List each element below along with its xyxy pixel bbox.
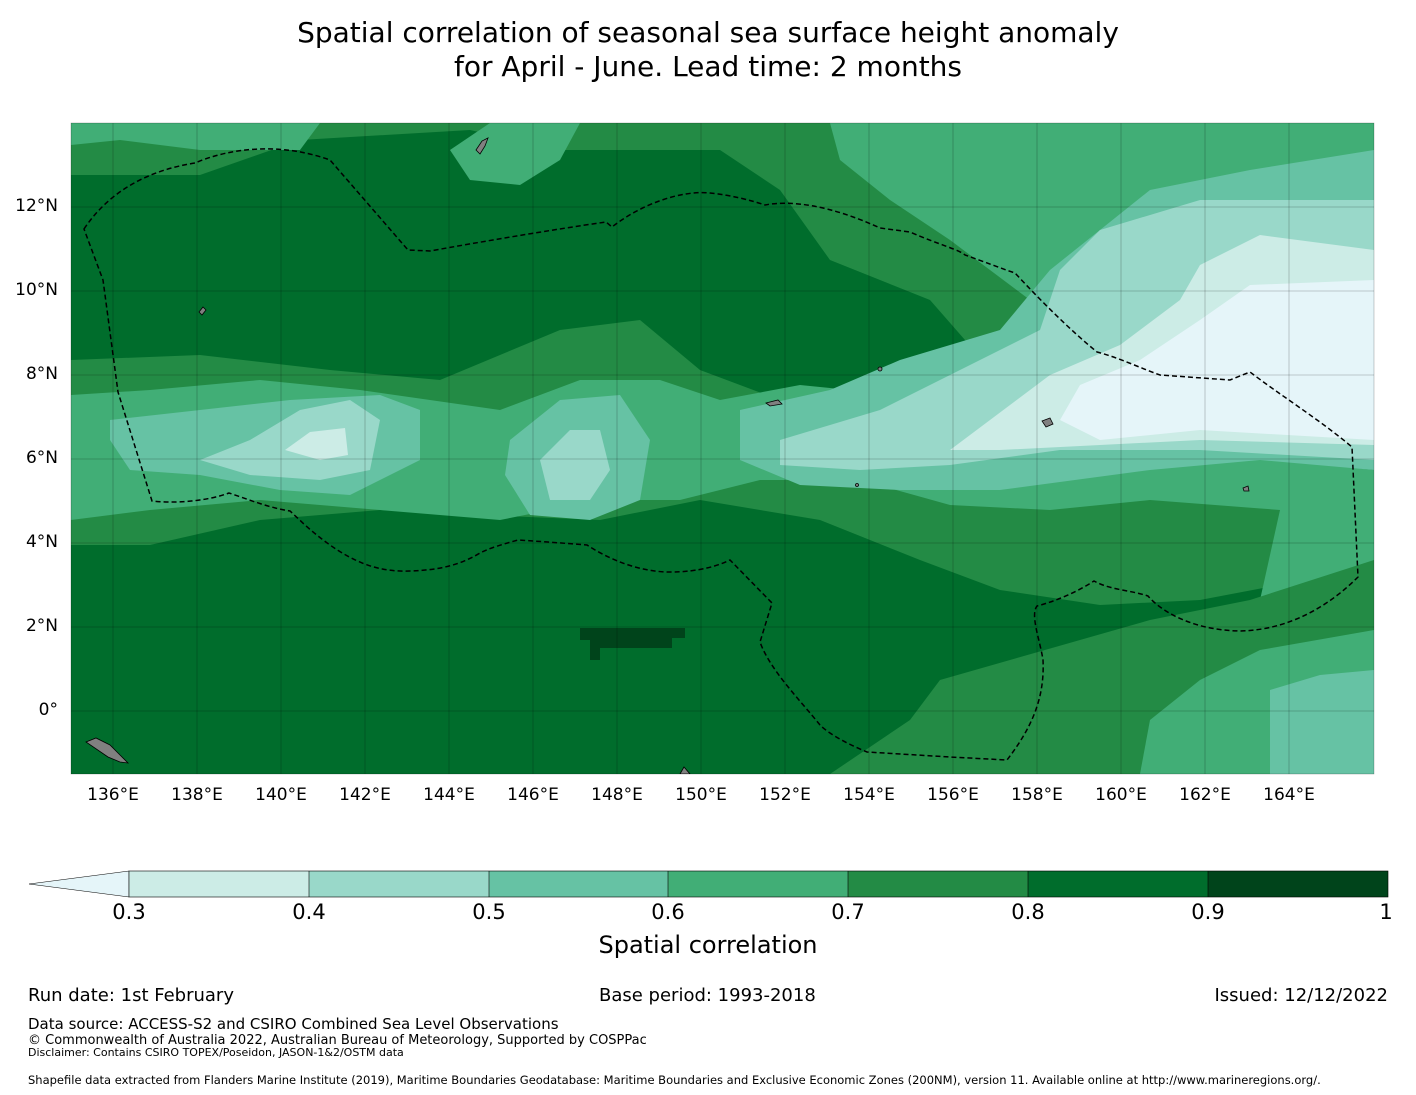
eez-boundary xyxy=(83,148,1359,761)
lon-label: 160°E xyxy=(1095,785,1147,805)
colorbar-bin-0.4 xyxy=(309,871,489,897)
lon-label: 146°E xyxy=(507,785,559,805)
lon-label: 158°E xyxy=(1011,785,1063,805)
colorbar-bin-0.9 xyxy=(1208,871,1388,897)
lon-label: 150°E xyxy=(675,785,727,805)
lon-label: 152°E xyxy=(759,785,811,805)
lat-label: 12°N xyxy=(15,196,58,216)
colorbar-tick: 0.9 xyxy=(1191,900,1225,924)
island-kosrae xyxy=(1242,485,1250,492)
colorbar-bin-0.8 xyxy=(1028,871,1208,897)
lat-label: 10°N xyxy=(15,280,58,300)
island-guam xyxy=(475,137,489,155)
lon-label: 138°E xyxy=(171,785,223,805)
colorbar-tick: 0.7 xyxy=(831,900,865,924)
lat-label: 0° xyxy=(38,700,58,720)
lon-label: 154°E xyxy=(843,785,895,805)
map-title-line-1: Spatial correlation of seasonal sea surf… xyxy=(297,16,1119,49)
field-band-04-a xyxy=(200,400,380,480)
lat-label: 2°N xyxy=(25,616,58,636)
lon-label: 142°E xyxy=(339,785,391,805)
lat-label: 8°N xyxy=(25,364,58,384)
map-title-line-2: for April - June. Lead time: 2 months xyxy=(453,50,963,83)
lon-label: 140°E xyxy=(255,785,307,805)
lon-label: 144°E xyxy=(423,785,475,805)
copyright: © Commonwealth of Australia 2022, Austra… xyxy=(28,1033,647,1048)
colorbar-tick: 1 xyxy=(1379,900,1393,924)
field-band-03-a xyxy=(285,428,348,460)
disclaimer: Disclaimer: Contains CSIRO TOPEX/Poseido… xyxy=(28,1046,404,1059)
field-band-north-mid xyxy=(71,123,320,150)
colorbar-tick: 0.3 xyxy=(112,900,146,924)
lon-label: 136°E xyxy=(87,785,139,805)
colorbar-bin-0.6 xyxy=(668,871,848,897)
island-chuuk xyxy=(765,399,783,407)
island-new-guinea-coast xyxy=(85,737,130,764)
map-field xyxy=(71,123,1374,774)
lon-label: 148°E xyxy=(591,785,643,805)
colorbar-bin-0.5 xyxy=(489,871,668,897)
island-manus xyxy=(679,766,691,774)
lat-label: 4°N xyxy=(25,532,58,552)
colorbar-bin-0.3 xyxy=(129,871,309,897)
colorbar xyxy=(28,870,1389,898)
colorbar-frame xyxy=(128,870,1389,898)
colorbar-label: Spatial correlation xyxy=(598,931,818,959)
shapefile-credit: Shapefile data extracted from Flanders M… xyxy=(28,1073,1321,1087)
lon-label: 162°E xyxy=(1179,785,1231,805)
field-band-04-b xyxy=(540,430,610,500)
map-frame xyxy=(70,122,1375,775)
colorbar-bin-0.7 xyxy=(848,871,1028,897)
land-masses xyxy=(85,137,1250,774)
base-period: Base period: 1993-2018 xyxy=(599,985,816,1006)
colorbar-under-arrow xyxy=(28,870,130,898)
lat-label: 6°N xyxy=(25,448,58,468)
field-band-under xyxy=(1060,280,1374,440)
colorbar-tick: 0.4 xyxy=(292,900,326,924)
field-band-south-05 xyxy=(1270,670,1374,774)
island-pohnpei xyxy=(1041,417,1054,428)
colorbar-tick: 0.5 xyxy=(472,900,506,924)
data-source: Data source: ACCESS-S2 and CSIRO Combine… xyxy=(28,1015,559,1033)
lon-label: 156°E xyxy=(927,785,979,805)
island-yap xyxy=(198,306,207,316)
lon-label: 164°E xyxy=(1263,785,1315,805)
colorbar-tick: 0.6 xyxy=(651,900,685,924)
run-date: Run date: 1st February xyxy=(28,985,234,1006)
island-small xyxy=(877,366,883,372)
graticule xyxy=(71,123,1374,774)
colorbar-tick: 0.8 xyxy=(1011,900,1045,924)
field-band-top-patch xyxy=(450,123,580,185)
issued-date: Issued: 12/12/2022 xyxy=(1214,985,1388,1006)
field-band-09 xyxy=(580,628,685,660)
island-small xyxy=(855,483,859,487)
